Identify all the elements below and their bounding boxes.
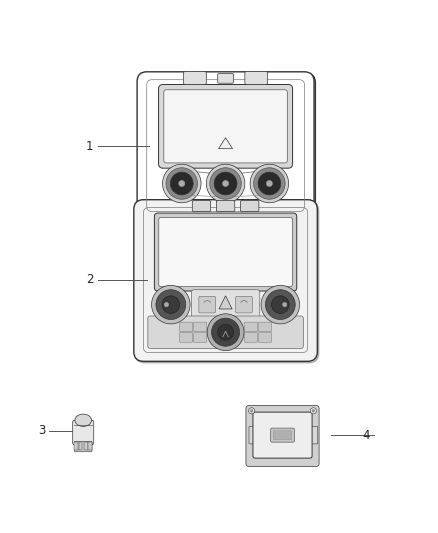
Bar xyxy=(84,442,88,450)
Circle shape xyxy=(170,172,193,195)
FancyBboxPatch shape xyxy=(240,200,259,212)
FancyBboxPatch shape xyxy=(244,322,258,332)
FancyBboxPatch shape xyxy=(253,412,312,458)
Circle shape xyxy=(206,164,245,203)
Text: 3: 3 xyxy=(38,424,45,437)
Circle shape xyxy=(223,181,229,187)
FancyBboxPatch shape xyxy=(199,296,215,313)
Polygon shape xyxy=(219,138,233,149)
Circle shape xyxy=(210,168,241,199)
Bar xyxy=(79,442,82,450)
FancyBboxPatch shape xyxy=(138,73,315,222)
FancyBboxPatch shape xyxy=(194,322,207,332)
Polygon shape xyxy=(219,296,232,309)
FancyBboxPatch shape xyxy=(194,333,207,342)
Text: 2: 2 xyxy=(86,273,94,286)
FancyBboxPatch shape xyxy=(191,290,260,319)
FancyBboxPatch shape xyxy=(245,71,268,85)
FancyBboxPatch shape xyxy=(164,90,287,163)
Circle shape xyxy=(218,324,233,340)
Circle shape xyxy=(214,172,237,195)
Text: 1: 1 xyxy=(86,140,94,152)
Circle shape xyxy=(266,181,272,187)
FancyBboxPatch shape xyxy=(258,333,272,342)
Circle shape xyxy=(265,290,295,319)
FancyBboxPatch shape xyxy=(159,217,293,287)
FancyBboxPatch shape xyxy=(216,200,235,212)
Circle shape xyxy=(261,285,300,324)
Circle shape xyxy=(251,409,253,412)
Circle shape xyxy=(152,285,190,324)
FancyBboxPatch shape xyxy=(273,431,292,440)
FancyBboxPatch shape xyxy=(74,441,92,452)
Circle shape xyxy=(179,181,185,187)
Circle shape xyxy=(156,290,186,319)
FancyBboxPatch shape xyxy=(244,333,258,342)
FancyBboxPatch shape xyxy=(154,213,297,291)
FancyBboxPatch shape xyxy=(148,316,303,349)
Circle shape xyxy=(250,164,289,203)
Circle shape xyxy=(207,314,244,351)
Circle shape xyxy=(283,302,287,307)
Ellipse shape xyxy=(75,414,92,426)
FancyBboxPatch shape xyxy=(180,322,193,332)
FancyBboxPatch shape xyxy=(159,85,293,168)
Circle shape xyxy=(162,296,180,313)
Circle shape xyxy=(212,318,240,346)
FancyBboxPatch shape xyxy=(246,406,319,466)
Circle shape xyxy=(272,296,289,313)
FancyBboxPatch shape xyxy=(135,201,319,362)
Bar xyxy=(74,442,78,450)
FancyBboxPatch shape xyxy=(137,72,314,220)
Text: 4: 4 xyxy=(362,429,370,442)
Circle shape xyxy=(166,168,198,199)
FancyBboxPatch shape xyxy=(73,420,94,445)
FancyBboxPatch shape xyxy=(134,200,317,361)
Circle shape xyxy=(258,172,281,195)
FancyBboxPatch shape xyxy=(180,333,193,342)
Circle shape xyxy=(164,302,169,307)
FancyBboxPatch shape xyxy=(236,296,252,313)
Circle shape xyxy=(310,408,316,414)
FancyBboxPatch shape xyxy=(184,71,206,85)
FancyBboxPatch shape xyxy=(218,74,233,83)
FancyBboxPatch shape xyxy=(271,428,294,442)
Circle shape xyxy=(162,164,201,203)
Circle shape xyxy=(254,168,285,199)
FancyBboxPatch shape xyxy=(311,426,318,444)
FancyBboxPatch shape xyxy=(249,426,256,444)
FancyBboxPatch shape xyxy=(192,200,211,212)
Bar xyxy=(88,442,92,450)
Circle shape xyxy=(249,408,255,414)
FancyBboxPatch shape xyxy=(258,322,272,332)
Circle shape xyxy=(312,409,314,412)
